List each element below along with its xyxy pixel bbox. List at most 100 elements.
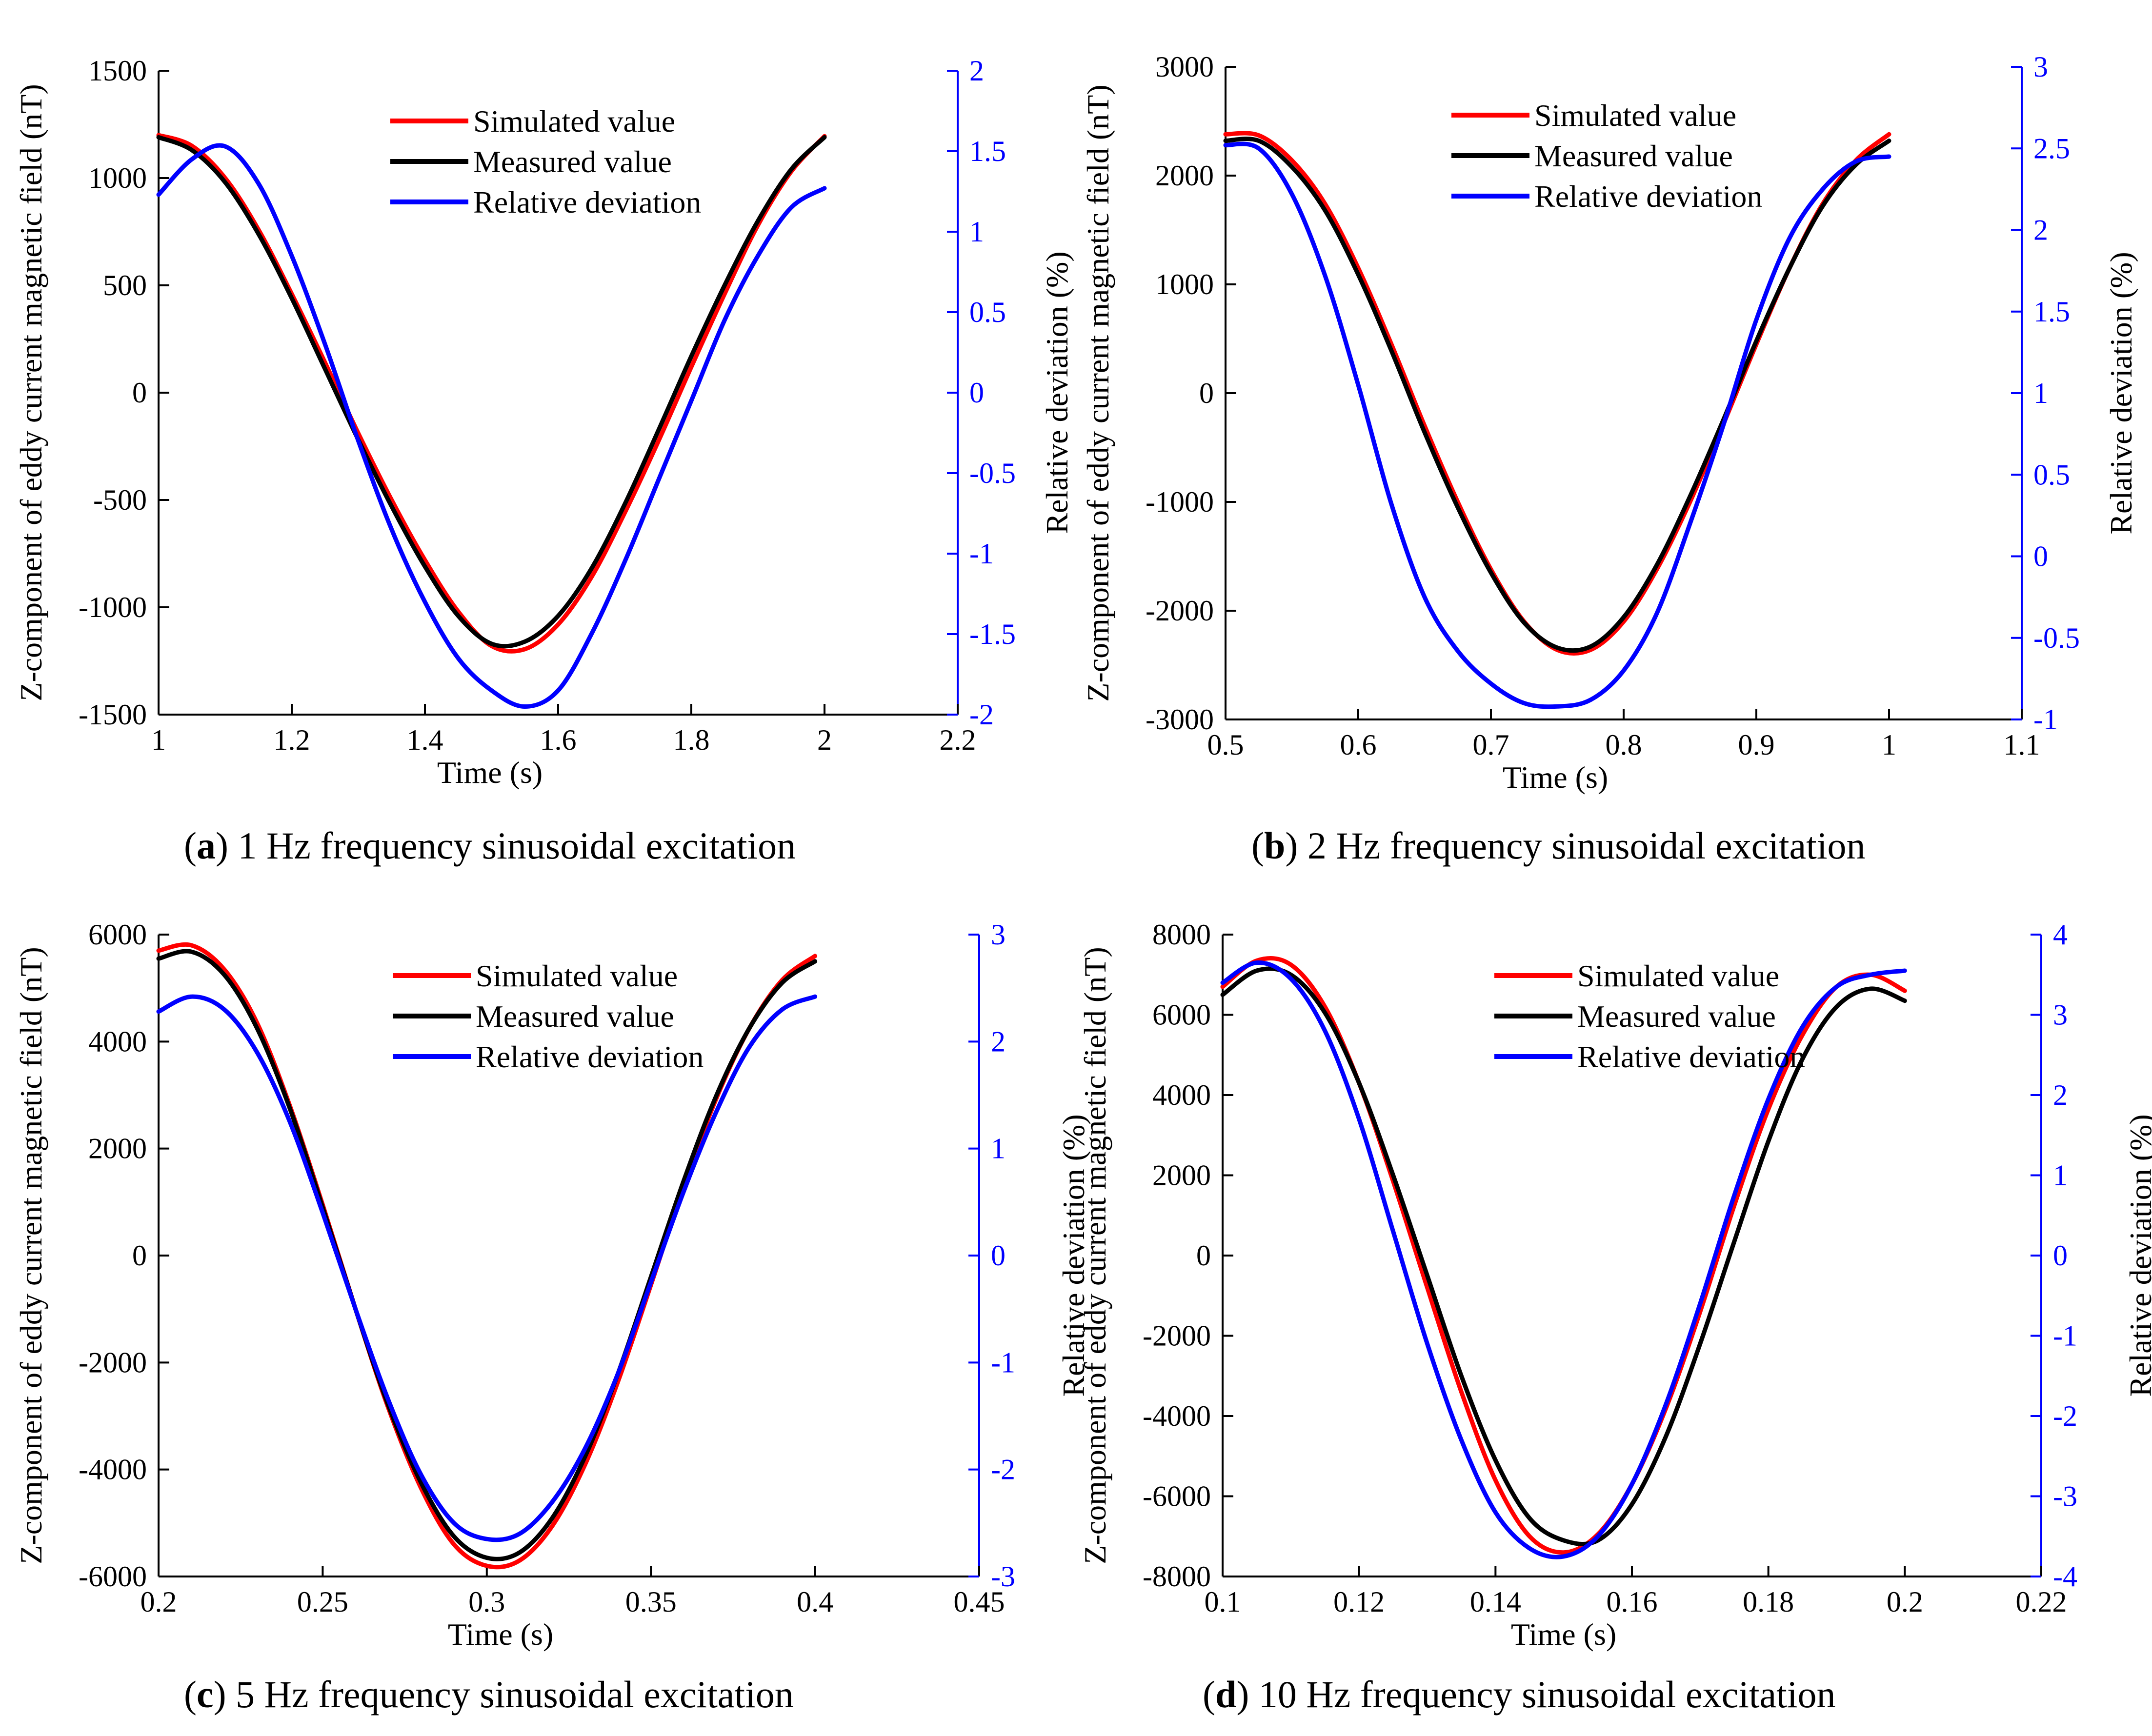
y-left-tick-label: 1000 xyxy=(88,162,147,194)
y-right-tick-label: -2 xyxy=(969,698,994,731)
y-right-tick-label: 0 xyxy=(969,377,984,409)
y-right-axis-title: Relative deviation (%) xyxy=(1040,251,1074,534)
legend: Simulated value Measured value Relative de… xyxy=(390,104,701,219)
y-right-tick-label: 3 xyxy=(2033,51,2048,83)
relative-deviation-line xyxy=(156,994,818,1542)
panel-c: 0.2 0.25 0.3 0.35 0.4 0.45 -6000 -4000 -2000 0 200… xyxy=(14,918,1091,1716)
caption-open-paren: ( xyxy=(1251,824,1264,867)
y-left-tick-label: -6000 xyxy=(1143,1480,1211,1513)
x-tick-label: 0.2 xyxy=(1887,1586,1923,1618)
x-axis-title: Time (s) xyxy=(448,1617,553,1652)
y-left-tick-label: -4000 xyxy=(79,1454,147,1486)
y-right-tick-label: 1.5 xyxy=(2033,296,2070,328)
legend-label: Measured value xyxy=(476,999,674,1034)
y-right-tick-label: -1 xyxy=(2033,703,2058,736)
relative-deviation-line xyxy=(1220,960,1907,1559)
x-tick-label: 0.8 xyxy=(1606,729,1642,761)
x-tick-label: 0.5 xyxy=(1207,729,1244,761)
panel-a: 1 1.2 1.4 1.6 1.8 2 2.2 -1500 -1000 -500 0 500 1000 1… xyxy=(14,55,1074,867)
x-tick-label: 0.14 xyxy=(1470,1586,1521,1618)
caption-letter: b xyxy=(1264,824,1285,867)
y-right-tick-label: -2 xyxy=(991,1454,1015,1486)
y-left-tick-label: 3000 xyxy=(1155,51,1214,83)
x-tick-label: 0.45 xyxy=(954,1586,1005,1618)
y-left-tick-label: 0 xyxy=(1199,377,1214,409)
legend-label: Measured value xyxy=(473,144,672,179)
y-right-tick-label: 0 xyxy=(2053,1239,2068,1272)
relative-deviation-line xyxy=(1223,141,1891,709)
y-left-tick-label: -8000 xyxy=(1143,1560,1211,1593)
y-right-tick-label: 2.5 xyxy=(2033,132,2070,164)
y-left-tick-label: 4000 xyxy=(88,1025,147,1058)
legend-label: Simulated value xyxy=(1534,98,1736,133)
x-tick-label: 0.6 xyxy=(1340,729,1377,761)
caption-close-paren: ) xyxy=(1285,824,1298,867)
y-right-tick-label: 1 xyxy=(2053,1159,2068,1192)
panel-caption: (d) 10 Hz frequency sinusoidal excitatio… xyxy=(1203,1673,1836,1716)
y-left-tick-label: 2000 xyxy=(1152,1159,1211,1192)
caption-text: 10 Hz frequency sinusoidal excitation xyxy=(1249,1673,1835,1716)
y-left-tick-label: -1500 xyxy=(79,698,147,731)
legend: Simulated value Measured value Relative de… xyxy=(1494,958,1805,1074)
caption-close-paren: ) xyxy=(214,1673,226,1716)
x-tick-label: 1 xyxy=(1882,729,1896,761)
x-tick-label: 0.3 xyxy=(468,1586,505,1618)
y-left-axis-title: Z-component of eddy current magnetic fie… xyxy=(1078,947,1112,1564)
y-right-tick-label: 4 xyxy=(2053,918,2068,951)
x-tick-label: 0.2 xyxy=(141,1586,177,1618)
simulated-value-line xyxy=(156,942,818,1570)
x-tick-label: 1 xyxy=(151,724,166,756)
x-tick-label: 1.2 xyxy=(274,724,310,756)
measured-value-line xyxy=(156,949,818,1561)
y-right-axis-title: Relative deviation (%) xyxy=(2104,252,2138,534)
y-left-axis-title: Z-component of eddy current magnetic fie… xyxy=(14,84,48,701)
y-left-tick-label: -6000 xyxy=(79,1560,147,1593)
panel-caption: (b) 2 Hz frequency sinusoidal excitation xyxy=(1251,824,1866,867)
y-left-tick-label: 1500 xyxy=(88,55,147,87)
caption-text: 2 Hz frequency sinusoidal excitation xyxy=(1298,824,1865,867)
y-left-tick-label: 2000 xyxy=(1155,160,1214,192)
x-tick-label: 0.22 xyxy=(2016,1586,2067,1618)
y-left-tick-label: 1000 xyxy=(1155,268,1214,300)
panel-caption: (c) 5 Hz frequency sinusoidal excitation xyxy=(184,1673,794,1716)
y-left-tick-label: 6000 xyxy=(88,918,147,951)
measured-value-line xyxy=(1223,137,1891,653)
y-left-tick-label: -4000 xyxy=(1143,1400,1211,1432)
y-right-tick-label: 3 xyxy=(2053,999,2068,1031)
panel-caption: (a) 1 Hz frequency sinusoidal excitation xyxy=(184,824,796,867)
caption-open-paren: ( xyxy=(1203,1673,1215,1716)
x-tick-label: 2 xyxy=(817,724,832,756)
y-right-tick-label: 0.5 xyxy=(2033,459,2070,491)
x-tick-label: 0.25 xyxy=(297,1586,348,1618)
caption-text: 1 Hz frequency sinusoidal excitation xyxy=(228,824,796,867)
legend-label: Relative deviation xyxy=(1534,179,1762,214)
x-tick-label: 0.4 xyxy=(797,1586,833,1618)
y-right-tick-label: 1 xyxy=(969,216,984,248)
y-right-tick-label: 1.5 xyxy=(969,135,1006,167)
x-axis-title: Time (s) xyxy=(1503,760,1608,795)
x-tick-label: 0.16 xyxy=(1607,1586,1658,1618)
x-tick-label: 0.12 xyxy=(1333,1586,1385,1618)
y-right-tick-label: 2 xyxy=(991,1025,1006,1058)
legend-label: Relative deviation xyxy=(473,185,701,219)
y-left-axis-title: Z-component of eddy current magnetic fie… xyxy=(1081,84,1115,701)
caption-open-paren: ( xyxy=(184,1673,197,1716)
y-left-axis-title: Z-component of eddy current magnetic fie… xyxy=(14,947,48,1564)
y-left-tick-label: -500 xyxy=(93,484,147,516)
y-left-tick-label: 500 xyxy=(103,269,147,301)
y-right-tick-label: -3 xyxy=(2053,1480,2077,1513)
caption-text: 5 Hz frequency sinusoidal excitation xyxy=(226,1673,794,1716)
measured-value-line xyxy=(156,135,827,649)
y-right-axis-title: Relative deviation (%) xyxy=(1056,1114,1091,1397)
legend-label: Simulated value xyxy=(1577,958,1779,993)
x-tick-label: 1.1 xyxy=(2004,729,2040,761)
y-right-tick-label: 0 xyxy=(2033,540,2048,573)
legend-label: Simulated value xyxy=(476,958,678,993)
legend: Simulated value Measured value Relative de… xyxy=(393,958,704,1074)
y-right-tick-label: -2 xyxy=(2053,1400,2077,1432)
y-left-tick-label: -2000 xyxy=(1146,595,1214,627)
legend: Simulated value Measured value Relative de… xyxy=(1451,98,1762,214)
legend-label: Relative deviation xyxy=(1577,1039,1805,1074)
x-tick-label: 1.4 xyxy=(407,724,443,756)
